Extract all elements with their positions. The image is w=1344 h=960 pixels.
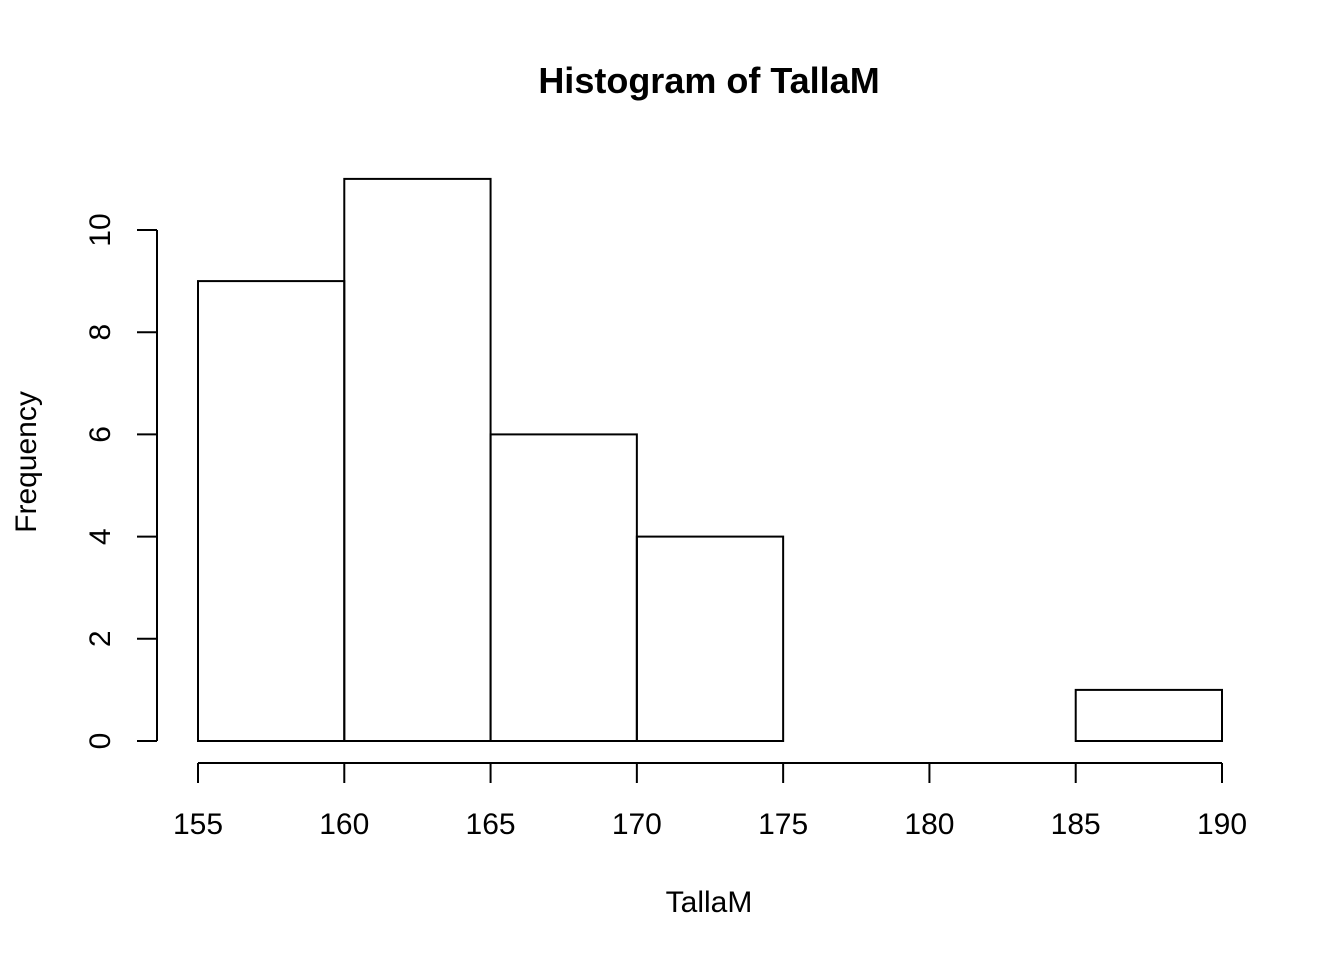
x-tick-label-175: 175 <box>758 808 808 841</box>
x-tick-label-180: 180 <box>904 808 954 841</box>
x-tick-label-190: 190 <box>1197 808 1247 841</box>
y-tick-label-4: 4 <box>84 528 117 545</box>
histogram-bar-155-160 <box>197 280 346 742</box>
y-tick-label-8: 8 <box>84 324 117 341</box>
histogram-bar-170-175 <box>635 535 785 742</box>
chart-title: Histogram of TallaM <box>538 60 879 101</box>
x-tick-label-170: 170 <box>612 808 662 841</box>
y-tick-label-2: 2 <box>84 630 117 647</box>
histogram-bar-165-170 <box>489 433 638 742</box>
x-tick-label-160: 160 <box>319 808 369 841</box>
histogram-bar-160-165 <box>343 177 492 742</box>
y-tick-label-6: 6 <box>84 426 117 443</box>
y-axis: 0 2 4 6 8 10 <box>84 213 158 750</box>
y-axis-label: Frequency <box>10 391 43 533</box>
x-tick-label-185: 185 <box>1051 808 1101 841</box>
y-tick-label-10: 10 <box>84 213 117 246</box>
x-axis-label: TallaM <box>666 886 753 919</box>
x-tick-label-155: 155 <box>173 808 223 841</box>
bars-group <box>197 177 1223 743</box>
x-axis: 155 160 165 170 175 180 185 190 <box>173 762 1247 841</box>
x-tick-label-165: 165 <box>466 808 516 841</box>
y-tick-label-0: 0 <box>84 733 117 750</box>
histogram-bar-185-190 <box>1074 688 1223 743</box>
